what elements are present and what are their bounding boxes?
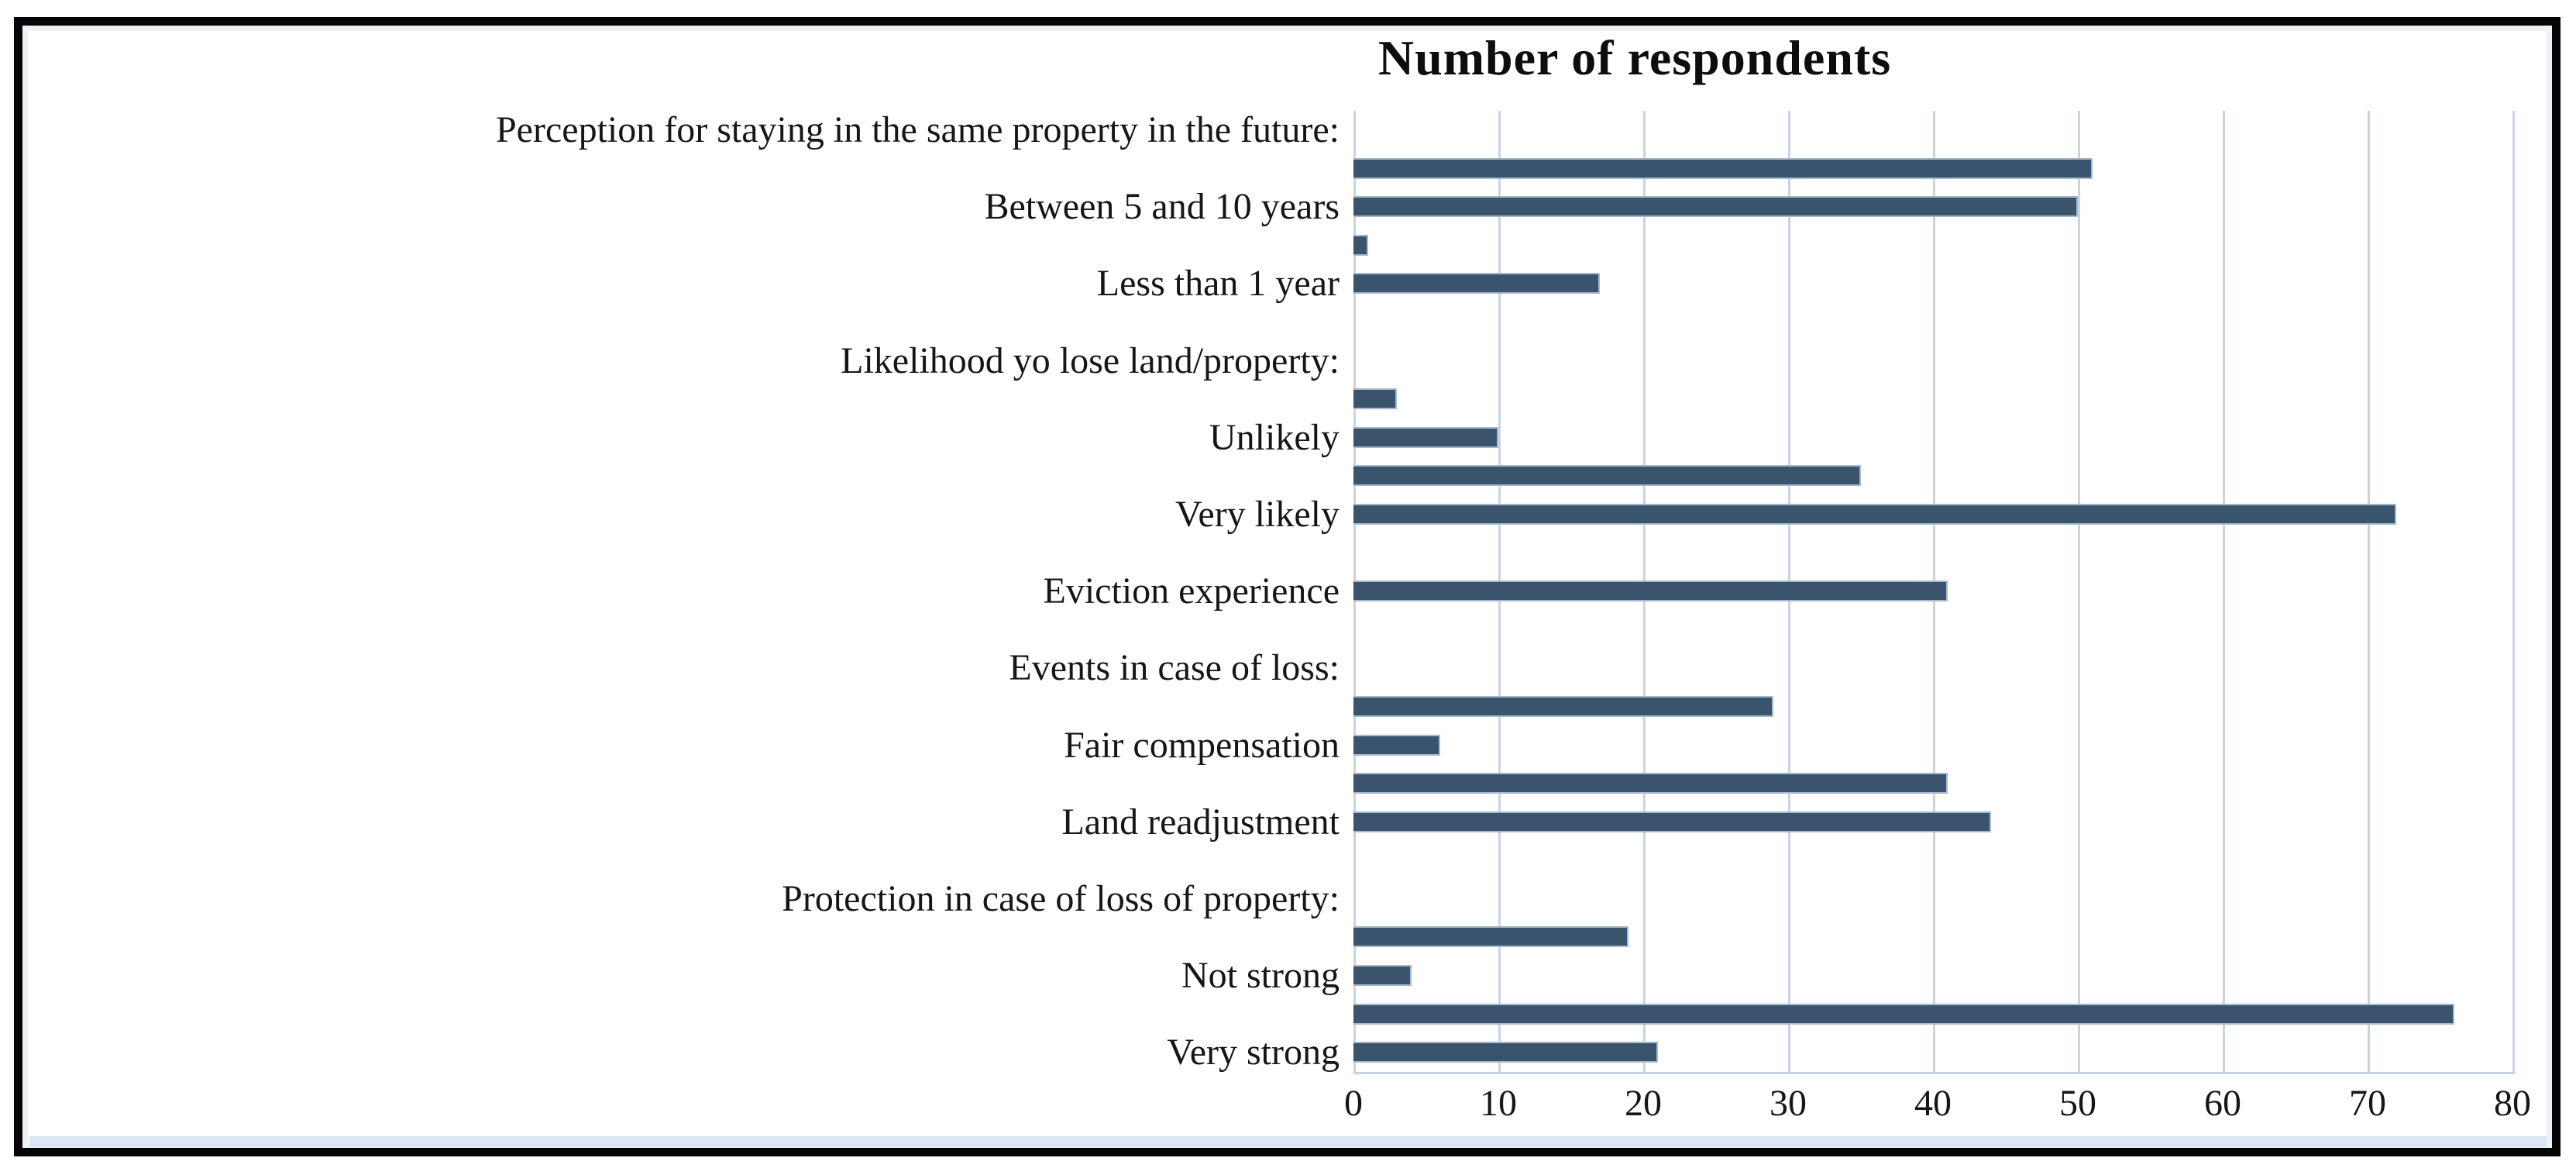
chart-bottom-edge-strip bbox=[29, 1136, 2547, 1147]
category-label: Not strong bbox=[1181, 955, 1340, 997]
bar bbox=[1353, 196, 2078, 218]
x-axis-tick-label: 40 bbox=[1914, 1083, 1952, 1124]
category-label: Fair compensation bbox=[1064, 724, 1340, 766]
bar bbox=[1353, 581, 1948, 602]
category-label bbox=[62, 995, 1340, 1034]
bar bbox=[1353, 1003, 2455, 1025]
bar-track bbox=[1353, 572, 2516, 611]
bar-track bbox=[1353, 303, 2516, 342]
category-label bbox=[62, 687, 1340, 726]
bar-track bbox=[1353, 611, 2516, 650]
bar-track bbox=[1353, 264, 2516, 303]
bar-track bbox=[1353, 111, 2516, 150]
category-label: Very strong bbox=[1167, 1032, 1340, 1073]
bar-track bbox=[1353, 918, 2516, 956]
category-label: Land readjustment bbox=[1061, 801, 1340, 842]
bar-track bbox=[1353, 380, 2516, 419]
bar-track bbox=[1353, 956, 2516, 995]
category-label-column: Perception for staying in the same prope… bbox=[62, 111, 1340, 1072]
category-label: Perception for staying in the same prope… bbox=[495, 109, 1340, 150]
category-label bbox=[62, 303, 1340, 342]
chart-title: Number of respondents bbox=[1377, 30, 1892, 85]
category-label: Likelihood yo lose land/property: bbox=[841, 339, 1340, 381]
category-label bbox=[62, 918, 1340, 956]
bar bbox=[1353, 273, 1600, 295]
bar bbox=[1353, 773, 1948, 794]
x-axis-tick-label: 80 bbox=[2494, 1083, 2531, 1124]
bar-track bbox=[1353, 726, 2516, 765]
bar-track bbox=[1353, 457, 2516, 495]
x-axis-tick-label: 20 bbox=[1625, 1083, 1662, 1124]
bar-track bbox=[1353, 534, 2516, 573]
category-label: Between 5 and 10 years bbox=[984, 186, 1340, 228]
category-label bbox=[62, 226, 1340, 265]
x-axis-tick-row: 0 10 20 30 40 50 60 70 80 bbox=[1344, 1082, 2562, 1136]
category-label bbox=[62, 457, 1340, 495]
bar-track bbox=[1353, 841, 2516, 880]
bar-track bbox=[1353, 226, 2516, 265]
bar-track bbox=[1353, 880, 2516, 918]
bar-track bbox=[1353, 764, 2516, 803]
plot-area bbox=[1353, 111, 2516, 1074]
bar bbox=[1353, 503, 2397, 525]
bar bbox=[1353, 965, 1412, 987]
bar bbox=[1353, 926, 1629, 948]
category-label bbox=[62, 380, 1340, 419]
bar-track bbox=[1353, 1033, 2516, 1072]
category-label: Unlikely bbox=[1209, 416, 1340, 458]
bar bbox=[1353, 734, 1441, 756]
x-axis-tick-label: 70 bbox=[2349, 1083, 2386, 1124]
bar-track bbox=[1353, 995, 2516, 1034]
category-label: Less than 1 year bbox=[1096, 263, 1340, 305]
bar-track bbox=[1353, 342, 2516, 381]
bar bbox=[1353, 695, 1774, 717]
bar-track bbox=[1353, 687, 2516, 726]
category-label: Protection in case of loss of property: bbox=[782, 877, 1340, 919]
bar bbox=[1353, 388, 1398, 410]
x-axis-tick-label: 10 bbox=[1480, 1083, 1517, 1124]
category-label: Very likely bbox=[1175, 493, 1340, 535]
bar bbox=[1353, 234, 1368, 256]
x-axis-tick-label: 60 bbox=[2204, 1083, 2241, 1124]
category-label: Events in case of loss: bbox=[1009, 647, 1340, 689]
category-label bbox=[62, 764, 1340, 803]
category-label bbox=[62, 841, 1340, 880]
bar-track bbox=[1353, 803, 2516, 842]
bar bbox=[1353, 1042, 1658, 1063]
category-label bbox=[62, 611, 1340, 650]
category-label bbox=[62, 534, 1340, 573]
x-axis-tick-label: 0 bbox=[1344, 1083, 1363, 1124]
bar-track bbox=[1353, 188, 2516, 226]
bar-track bbox=[1353, 150, 2516, 188]
bar-track bbox=[1353, 649, 2516, 687]
bar-track bbox=[1353, 419, 2516, 457]
x-axis-tick-label: 50 bbox=[2059, 1083, 2096, 1124]
bar bbox=[1353, 811, 1991, 832]
bar bbox=[1353, 426, 1498, 448]
category-label: Eviction experience bbox=[1043, 570, 1340, 612]
x-axis-tick-label: 30 bbox=[1769, 1083, 1807, 1124]
bar bbox=[1353, 157, 2093, 179]
bar-track bbox=[1353, 495, 2516, 534]
category-label bbox=[62, 150, 1340, 188]
bar bbox=[1353, 465, 1861, 487]
